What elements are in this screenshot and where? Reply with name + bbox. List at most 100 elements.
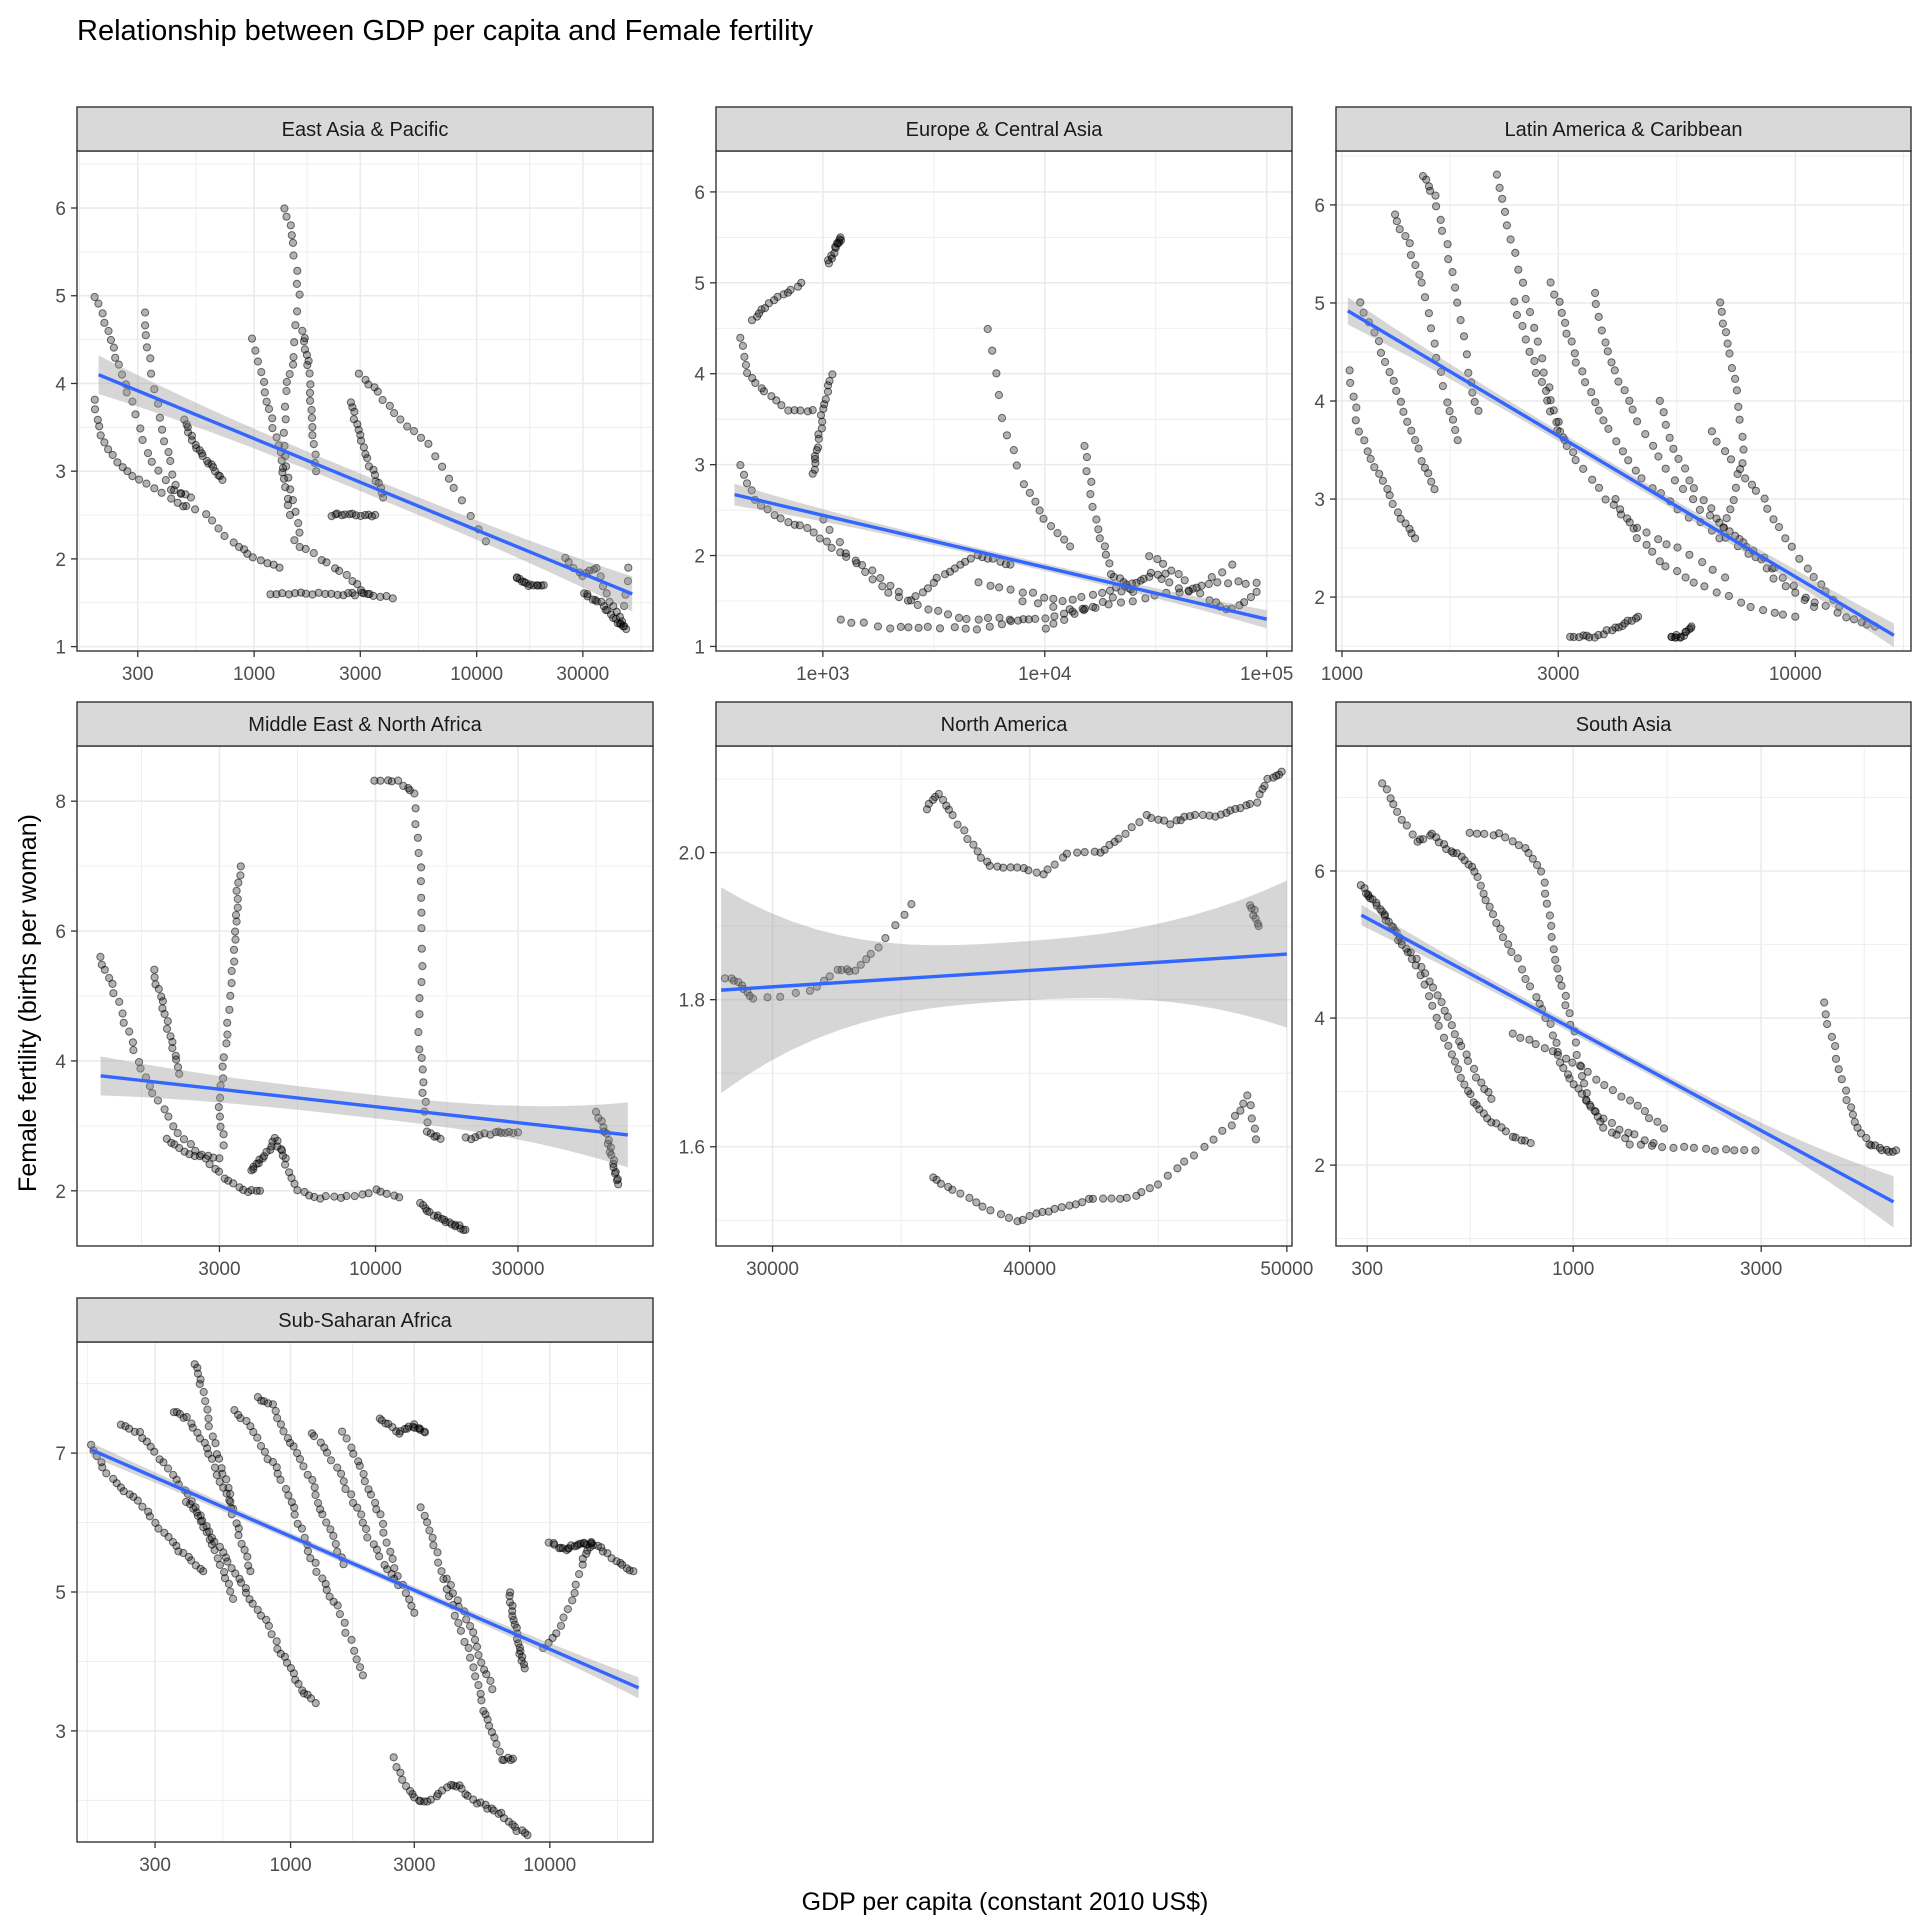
data-point [155,413,164,422]
y-tick-label: 6 [1314,196,1325,217]
data-point [1715,534,1724,543]
data-point [231,1569,240,1578]
data-point [974,615,983,624]
facet-strip-label: Sub-Saharan Africa [278,1310,452,1332]
y-tick-label: 5 [55,287,66,308]
data-point [1448,415,1458,424]
data-point [1004,1213,1014,1223]
data-point [1862,1133,1871,1143]
data-point [160,437,169,446]
data-point [1561,1001,1570,1010]
data-point [203,1405,212,1414]
data-point [1436,367,1446,376]
data-point [1451,283,1460,292]
data-point [825,972,834,981]
data-point [208,1432,217,1441]
data-point [1625,396,1634,405]
data-point [1689,495,1698,504]
data-point [359,443,368,452]
data-point [814,434,823,443]
data-point [1601,338,1610,347]
data-point [622,625,631,634]
data-point [1241,579,1250,589]
data-point [476,1689,485,1698]
data-point [266,590,275,599]
data-point [1006,585,1015,594]
data-point [914,623,923,632]
data-point [1397,815,1406,824]
data-point [469,1663,478,1672]
data-point [556,1621,566,1630]
y-tick-label: 4 [1314,1009,1325,1030]
data-point [417,944,426,953]
data-point [433,1548,442,1557]
data-point [308,431,317,440]
data-point [294,1679,303,1689]
data-point [109,343,119,352]
data-point [401,1589,410,1598]
data-point [418,1065,427,1074]
data-point [365,589,374,599]
scatter-points [720,767,1286,1226]
data-point [1623,514,1632,523]
data-point [234,1531,243,1540]
data-point [1669,1143,1678,1153]
data-point [180,1147,189,1156]
data-point [1460,1080,1469,1089]
data-point [256,556,265,565]
data-point [1389,800,1398,809]
data-point [1637,474,1646,483]
data-point [364,1189,373,1198]
data-point [1396,397,1406,406]
y-tick-label: 2 [694,547,705,568]
data-point [623,577,633,586]
data-point [763,505,772,514]
data-point [248,1599,257,1608]
data-point [1050,860,1059,869]
y-tick-label: 4 [55,374,66,395]
data-point [1457,1041,1466,1051]
data-point [1153,1180,1163,1189]
data-point [1108,593,1117,602]
data-point [956,560,965,569]
data-point [268,1400,277,1409]
data-point [1142,810,1151,820]
data-point [588,595,597,604]
data-point [1411,260,1420,270]
data-point [1488,910,1498,919]
data-point [291,589,300,598]
data-point [825,376,834,386]
data-point [729,976,739,985]
data-point [825,525,834,535]
data-point [1472,1100,1481,1110]
data-point [280,1652,289,1661]
data-point [205,1160,214,1169]
data-point [1702,1144,1711,1153]
y-tick-label: 6 [55,199,66,220]
data-point [923,584,933,593]
data-point [1407,426,1416,435]
data-point [1565,1009,1574,1018]
data-point [423,1118,432,1127]
data-point [1428,1001,1437,1010]
data-point [1391,210,1400,219]
data-point [331,1539,340,1549]
data-point [523,1831,532,1840]
data-point [907,900,916,909]
data-point [357,1510,366,1519]
data-point [935,624,945,633]
data-point [1427,477,1436,486]
data-point [1623,616,1632,625]
data-point [513,1128,523,1137]
data-point [1468,862,1477,871]
data-point [285,370,294,379]
data-point [828,370,837,379]
data-point [307,413,317,422]
data-point [602,589,611,598]
data-point [1769,574,1778,583]
data-point [1041,624,1050,633]
data-point [388,1554,397,1564]
data-point [456,1626,465,1635]
data-point [1382,785,1392,794]
